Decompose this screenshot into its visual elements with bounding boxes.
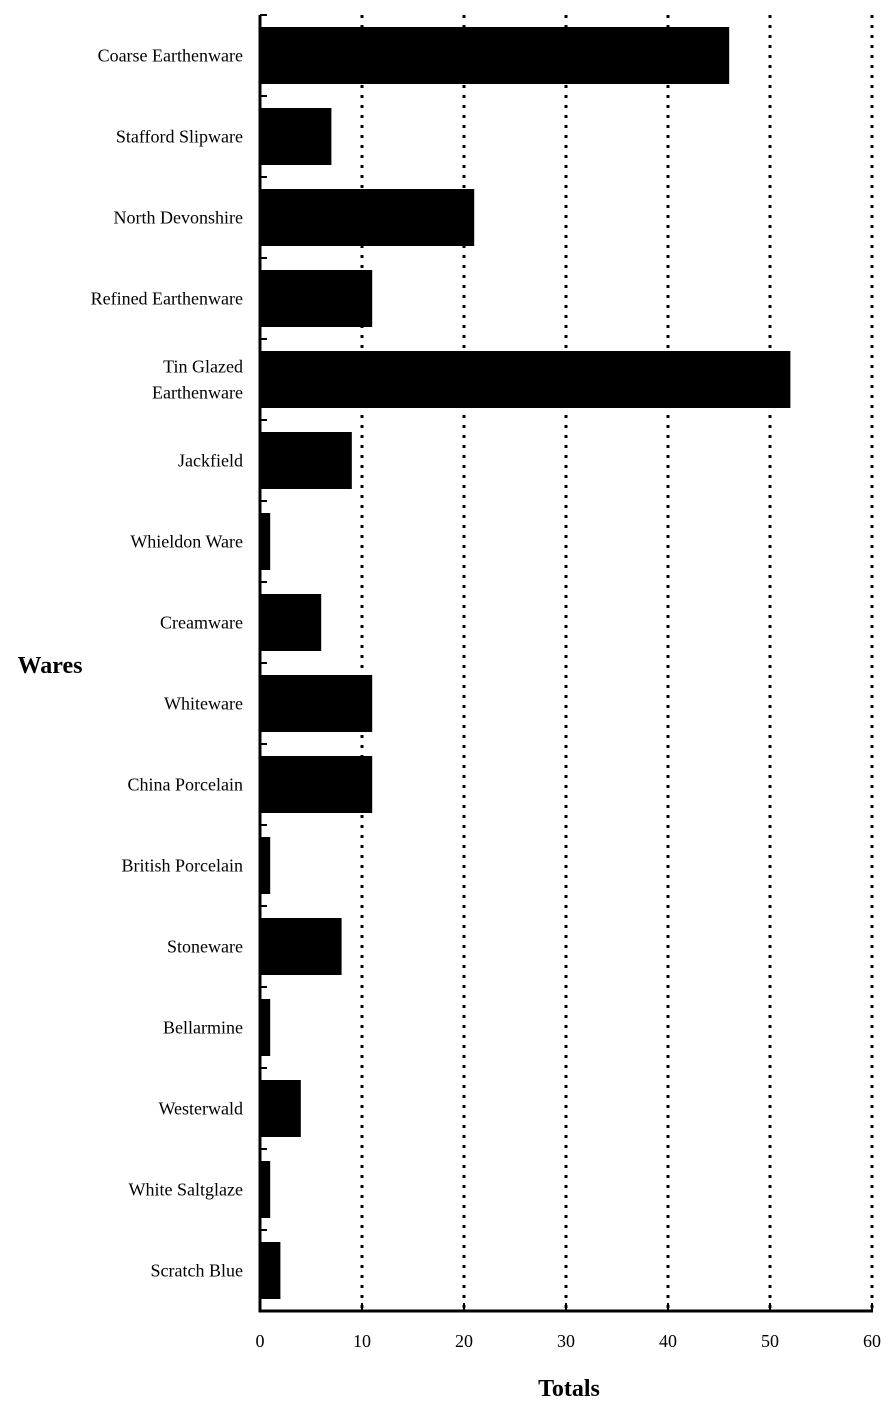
bar-1: [260, 108, 332, 165]
bar-5: [260, 432, 352, 489]
category-label: Bellarmine: [163, 1018, 243, 1038]
category-label: Tin Glazed: [163, 357, 243, 377]
bar-10: [260, 837, 271, 894]
axes: [258, 14, 873, 1313]
x-tick-label: 40: [659, 1331, 677, 1351]
bar-15: [260, 1242, 281, 1299]
category-label: British Porcelain: [122, 856, 243, 876]
bar-12: [260, 999, 271, 1056]
category-label: Coarse Earthenware: [98, 46, 243, 66]
category-label: Stoneware: [167, 937, 243, 957]
x-tick-labels: 0 10 20 30 40 50 60: [256, 1331, 882, 1351]
bar-6: [260, 513, 271, 570]
x-axis-title: Totals: [538, 1376, 600, 1402]
bar-9: [260, 756, 373, 813]
category-label: Whiteware: [164, 694, 243, 714]
bar-2: [260, 189, 475, 246]
category-label: Refined Earthenware: [91, 289, 243, 309]
category-label: North Devonshire: [114, 208, 243, 228]
category-labels: Coarse Earthenware Stafford Slipware North…: [91, 46, 243, 1281]
y-axis-title: Wares: [18, 653, 83, 679]
category-label: Jackfield: [178, 451, 243, 471]
category-label: China Porcelain: [128, 775, 243, 795]
category-label: White Saltglaze: [129, 1180, 243, 1200]
bar-0: [260, 27, 730, 84]
category-label: Whieldon Ware: [130, 532, 243, 552]
x-tick-label: 60: [863, 1331, 881, 1351]
bar-7: [260, 594, 322, 651]
category-label: Scratch Blue: [151, 1261, 243, 1281]
bar-8: [260, 675, 373, 732]
category-label: Westerwald: [158, 1099, 243, 1119]
x-tick-label: 0: [256, 1331, 265, 1351]
bars: [260, 27, 791, 1299]
bar-14: [260, 1161, 271, 1218]
category-label: Stafford Slipware: [116, 127, 243, 147]
bar-11: [260, 918, 342, 975]
category-label: Earthenware: [152, 383, 243, 403]
x-tick-label: 50: [761, 1331, 779, 1351]
bar-3: [260, 270, 373, 327]
bar-13: [260, 1080, 301, 1137]
bar-4: [260, 351, 791, 408]
x-tick-label: 20: [455, 1331, 473, 1351]
category-label: Creamware: [160, 613, 243, 633]
grid-lines: [360, 15, 874, 1311]
x-tick-label: 30: [557, 1331, 575, 1351]
x-tick-label: 10: [353, 1331, 371, 1351]
